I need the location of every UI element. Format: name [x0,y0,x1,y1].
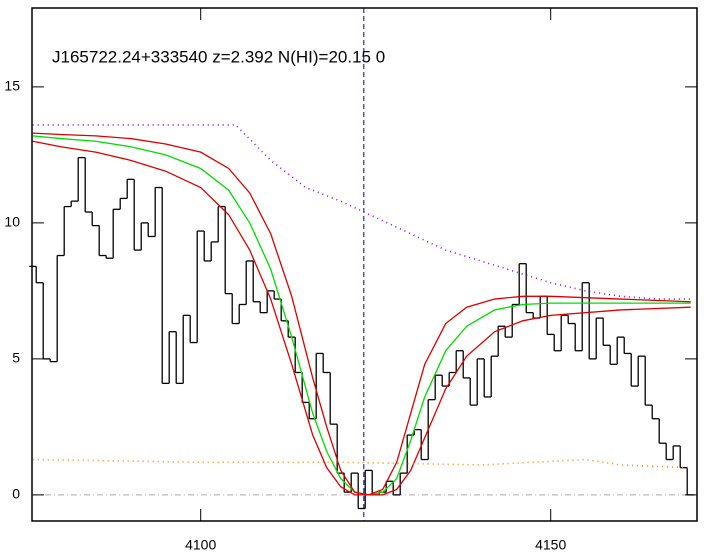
chart-title: J165722.24+333540 z=2.392 N(HI)=20.15 0 [52,47,385,66]
x-tick-label: 4100 [185,537,216,553]
fit-curve [32,140,691,496]
plot-frame [31,7,698,522]
y-tick-label: 5 [12,350,20,366]
y-tick-label: 15 [4,78,20,94]
dotted-curve [32,458,691,469]
y-tick-label: 0 [12,486,20,502]
y-tick-label: 10 [4,214,20,230]
dotted-curve [32,124,691,300]
fit-curve [32,135,691,496]
x-tick-label: 4150 [535,537,566,553]
fit-curve [32,132,691,496]
